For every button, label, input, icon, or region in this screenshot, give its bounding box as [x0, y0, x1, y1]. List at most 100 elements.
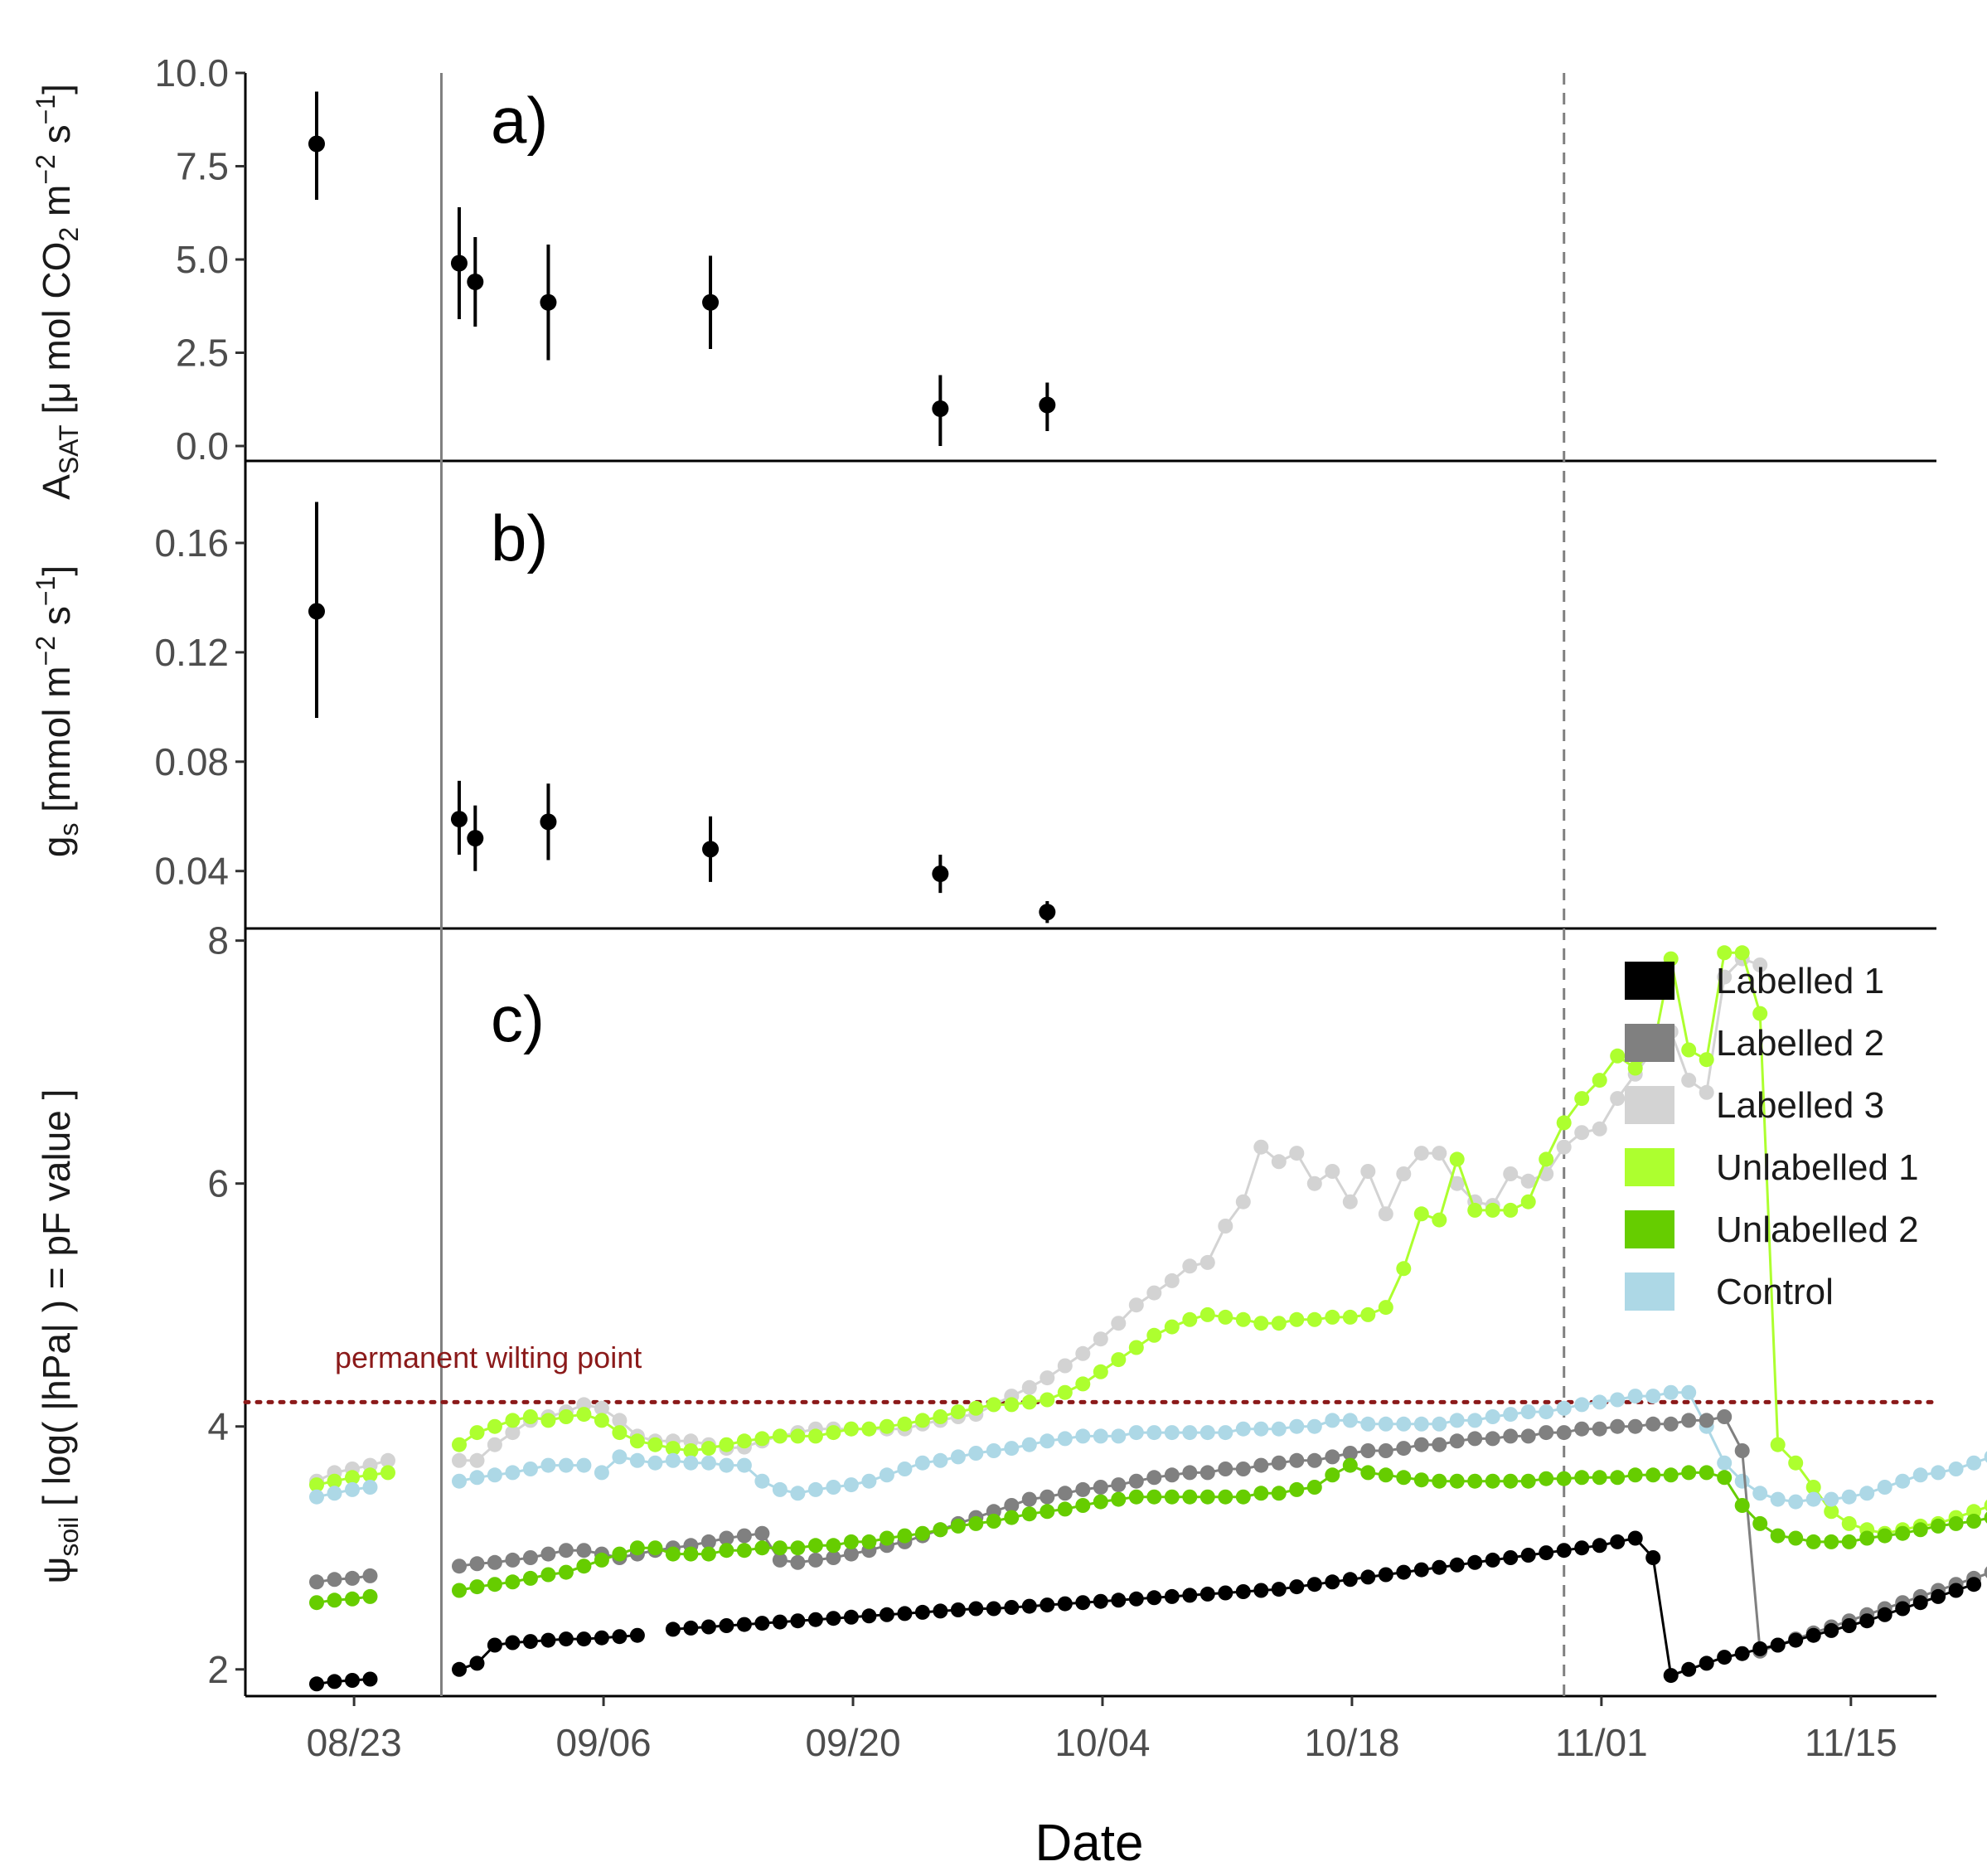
series-point: [683, 1443, 699, 1458]
series-point: [1432, 1473, 1447, 1489]
series-point: [1271, 1486, 1287, 1501]
series-point: [1610, 1091, 1626, 1107]
series-point: [1556, 1139, 1572, 1155]
series-point: [1859, 1530, 1875, 1546]
series-point: [1467, 1413, 1483, 1428]
series-point: [719, 1457, 734, 1473]
series-point: [1592, 1538, 1607, 1554]
series-point: [1199, 1586, 1215, 1602]
series-point: [1734, 1498, 1750, 1513]
data-point: [1039, 904, 1056, 921]
series-point: [1289, 1146, 1305, 1161]
series-point: [861, 1608, 877, 1624]
series-point: [1734, 945, 1750, 961]
series-point: [1449, 1433, 1465, 1449]
series-point: [1520, 1194, 1536, 1209]
series-point: [700, 1619, 716, 1635]
series-point: [754, 1525, 770, 1541]
series-point: [1271, 1154, 1287, 1170]
series-point: [1805, 1480, 1821, 1495]
series-point: [1432, 1146, 1447, 1161]
y-tick-label-a: 10.0: [154, 51, 229, 95]
series-point: [1877, 1480, 1892, 1495]
series-point: [1021, 1379, 1037, 1395]
series-point: [1503, 1428, 1519, 1444]
series-point: [1004, 1441, 1020, 1457]
y-tick-label-c: 8: [207, 919, 229, 962]
series-point: [576, 1558, 592, 1574]
series-unlabelled-2: [309, 1457, 1987, 1611]
series-point: [1057, 1501, 1073, 1517]
series-point: [1164, 1319, 1180, 1335]
series-point: [1805, 1534, 1821, 1549]
series-point: [327, 1592, 342, 1608]
series-point: [1734, 1646, 1750, 1661]
series-point: [683, 1455, 699, 1471]
series-point: [1146, 1327, 1162, 1343]
series-point: [1645, 1550, 1661, 1565]
data-point: [932, 400, 949, 417]
series-point: [807, 1481, 823, 1497]
series-point: [826, 1550, 841, 1565]
series-point: [1325, 1413, 1340, 1428]
series-point: [558, 1631, 574, 1647]
series-point: [1610, 1418, 1626, 1434]
series-point: [807, 1612, 823, 1627]
series-point: [1699, 1465, 1714, 1481]
series-point: [1699, 1052, 1714, 1068]
series-point: [1699, 1413, 1714, 1428]
series-point: [1539, 1425, 1554, 1441]
legend-swatch: [1625, 1024, 1674, 1062]
series-point: [1199, 1425, 1215, 1441]
vlines-layer: [439, 73, 1566, 1696]
series-point: [1966, 1514, 1982, 1529]
series-point: [933, 1603, 948, 1619]
legend-swatch: [1625, 962, 1674, 1000]
series-point: [1539, 1471, 1554, 1486]
x-tick-label: 11/15: [1805, 1721, 1897, 1764]
series-point: [1449, 1413, 1465, 1428]
series-point: [1040, 1370, 1055, 1386]
series-point: [1164, 1489, 1180, 1505]
series-point: [1146, 1470, 1162, 1486]
series-point: [1146, 1425, 1162, 1441]
series-point: [968, 1515, 984, 1531]
series-point: [505, 1413, 521, 1428]
series-point: [879, 1607, 894, 1622]
series-point: [1093, 1428, 1108, 1444]
x-axis-title: Date: [1035, 1815, 1144, 1872]
series-point: [1235, 1584, 1251, 1599]
series-point: [1253, 1421, 1269, 1437]
series-point: [576, 1407, 592, 1423]
series-point: [469, 1452, 485, 1468]
series-point: [1592, 1394, 1607, 1410]
series-point: [1413, 1437, 1429, 1452]
series-point: [1360, 1416, 1376, 1432]
series-point: [1021, 1394, 1037, 1410]
series-point: [1378, 1443, 1393, 1458]
series-point: [1378, 1300, 1393, 1316]
series-point: [1556, 1425, 1572, 1441]
series-point: [665, 1546, 681, 1562]
series-point: [612, 1629, 628, 1645]
series-point: [914, 1604, 930, 1620]
series-point: [1432, 1416, 1447, 1432]
series-point: [629, 1433, 645, 1449]
series-point: [897, 1462, 913, 1476]
series-point: [1396, 1416, 1412, 1432]
series-point: [1306, 1176, 1322, 1191]
series-point: [1057, 1596, 1073, 1612]
series-line: [600, 1391, 1987, 1504]
series-point: [1342, 1309, 1358, 1325]
series-point: [647, 1540, 663, 1556]
series-point: [1520, 1473, 1536, 1489]
series-point: [1645, 1416, 1661, 1432]
series-point: [469, 1470, 485, 1486]
series-point: [522, 1462, 538, 1476]
series-point: [522, 1570, 538, 1586]
series-point: [1824, 1504, 1839, 1520]
series-point: [1360, 1164, 1376, 1179]
series-point: [1984, 1511, 1987, 1524]
series-point: [826, 1425, 841, 1441]
